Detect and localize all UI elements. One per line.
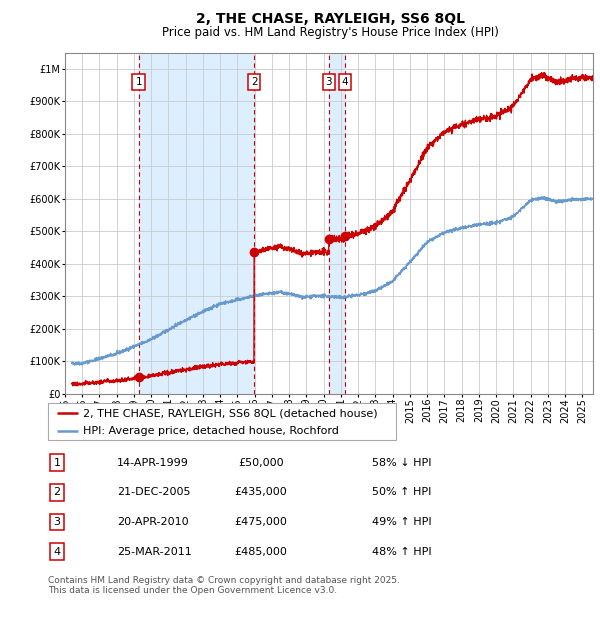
Text: 1: 1 xyxy=(53,458,61,467)
Text: 48% ↑ HPI: 48% ↑ HPI xyxy=(372,547,431,557)
Text: 4: 4 xyxy=(53,547,61,557)
Text: 2: 2 xyxy=(251,77,257,87)
Bar xyxy=(139,53,254,394)
Text: 14-APR-1999: 14-APR-1999 xyxy=(117,458,189,467)
Text: 1: 1 xyxy=(136,77,142,87)
Text: 3: 3 xyxy=(325,77,332,87)
Text: 20-APR-2010: 20-APR-2010 xyxy=(117,517,188,527)
Text: 3: 3 xyxy=(53,517,61,527)
Text: 4: 4 xyxy=(341,77,348,87)
Text: Contains HM Land Registry data © Crown copyright and database right 2025.
This d: Contains HM Land Registry data © Crown c… xyxy=(48,576,400,595)
Text: £50,000: £50,000 xyxy=(238,458,284,467)
Bar xyxy=(329,53,345,394)
Text: 49% ↑ HPI: 49% ↑ HPI xyxy=(372,517,431,527)
Text: 2, THE CHASE, RAYLEIGH, SS6 8QL (detached house): 2, THE CHASE, RAYLEIGH, SS6 8QL (detache… xyxy=(83,409,377,419)
Text: 25-MAR-2011: 25-MAR-2011 xyxy=(117,547,192,557)
Text: HPI: Average price, detached house, Rochford: HPI: Average price, detached house, Roch… xyxy=(83,426,338,436)
Text: 50% ↑ HPI: 50% ↑ HPI xyxy=(372,487,431,497)
Text: 58% ↓ HPI: 58% ↓ HPI xyxy=(372,458,431,467)
Text: £435,000: £435,000 xyxy=(235,487,287,497)
Text: 21-DEC-2005: 21-DEC-2005 xyxy=(117,487,191,497)
Text: £475,000: £475,000 xyxy=(235,517,287,527)
Text: 2: 2 xyxy=(53,487,61,497)
Text: £485,000: £485,000 xyxy=(235,547,287,557)
Text: 2, THE CHASE, RAYLEIGH, SS6 8QL: 2, THE CHASE, RAYLEIGH, SS6 8QL xyxy=(196,12,464,25)
Text: Price paid vs. HM Land Registry's House Price Index (HPI): Price paid vs. HM Land Registry's House … xyxy=(161,26,499,38)
